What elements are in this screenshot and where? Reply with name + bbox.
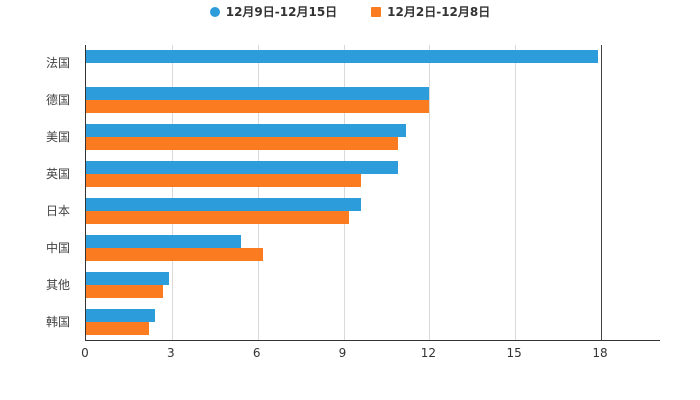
category-label-1: 德国 [45, 93, 70, 108]
bar-series0-cat4 [86, 197, 361, 211]
bar-series1-cat2 [86, 137, 398, 151]
bar-series1-cat5 [86, 247, 264, 261]
bar-rows [86, 45, 601, 340]
x-tick-label-3: 3 [167, 346, 175, 360]
bar-group-6 [86, 266, 601, 303]
bar-group-5 [86, 229, 601, 266]
bar-series1-cat1 [86, 100, 430, 114]
category-label-0: 法国 [45, 56, 70, 71]
x-tick-label-6: 6 [252, 346, 261, 360]
gridline-9 [343, 45, 345, 340]
gridline-6 [257, 45, 259, 340]
bar-series1-cat7 [86, 321, 149, 335]
category-label-6: 其他 [45, 277, 70, 292]
x-tick-label-0: 0 [81, 346, 89, 360]
circle-marker-icon [209, 7, 220, 17]
category-label-3: 英国 [45, 167, 70, 182]
bar-series1-cat6 [86, 284, 164, 298]
gridline-15 [515, 45, 517, 340]
bar-series1-cat3 [86, 174, 361, 188]
bar-series0-cat3 [86, 161, 398, 175]
bar-group-3 [86, 156, 601, 193]
square-marker-icon [371, 7, 382, 17]
x-tick-label-18: 18 [592, 346, 608, 360]
legend-item-1[interactable]: 12月2日-12月8日 [371, 6, 490, 18]
legend-item-0[interactable]: 12月9日-12月15日 [209, 5, 338, 19]
y-axis-labels: 法国德国美国英国日本中国其他韩国 [0, 45, 78, 340]
bar-group-1 [86, 82, 601, 119]
bar-group-2 [86, 119, 601, 156]
bar-series1-cat4 [86, 210, 350, 224]
category-label-5: 中国 [45, 240, 70, 255]
gridline-3 [171, 45, 173, 340]
bar-series0-cat7 [86, 308, 155, 322]
plot-area [85, 45, 602, 341]
x-axis-labels: 0 3 6 9 12 15 18 [81, 346, 607, 363]
bar-series0-cat6 [86, 271, 169, 285]
gridline-12 [429, 45, 431, 340]
bar-series0-cat1 [86, 87, 430, 101]
category-label-2: 美国 [45, 130, 70, 145]
bar-group-7 [86, 303, 601, 340]
bar-series0-cat0 [86, 50, 599, 64]
legend-label: 12月2日-12月8日 [387, 5, 491, 19]
x-tick-label-9: 9 [338, 346, 347, 360]
legend-label: 12月9日-12月15日 [225, 5, 338, 19]
x-tick-label-12: 12 [420, 346, 436, 360]
bar-group-0 [86, 45, 601, 82]
category-label-7: 韩国 [45, 314, 70, 329]
bar-group-4 [86, 193, 601, 230]
x-axis-line-extension [601, 340, 660, 341]
chart-legend: 12月9日-12月15日 12月2日-12月8日 [0, 6, 700, 18]
x-tick-label-15: 15 [506, 346, 522, 360]
gridlines [86, 45, 601, 340]
bar-series0-cat5 [86, 234, 241, 248]
bar-series0-cat2 [86, 124, 407, 138]
category-label-4: 日本 [45, 203, 70, 218]
